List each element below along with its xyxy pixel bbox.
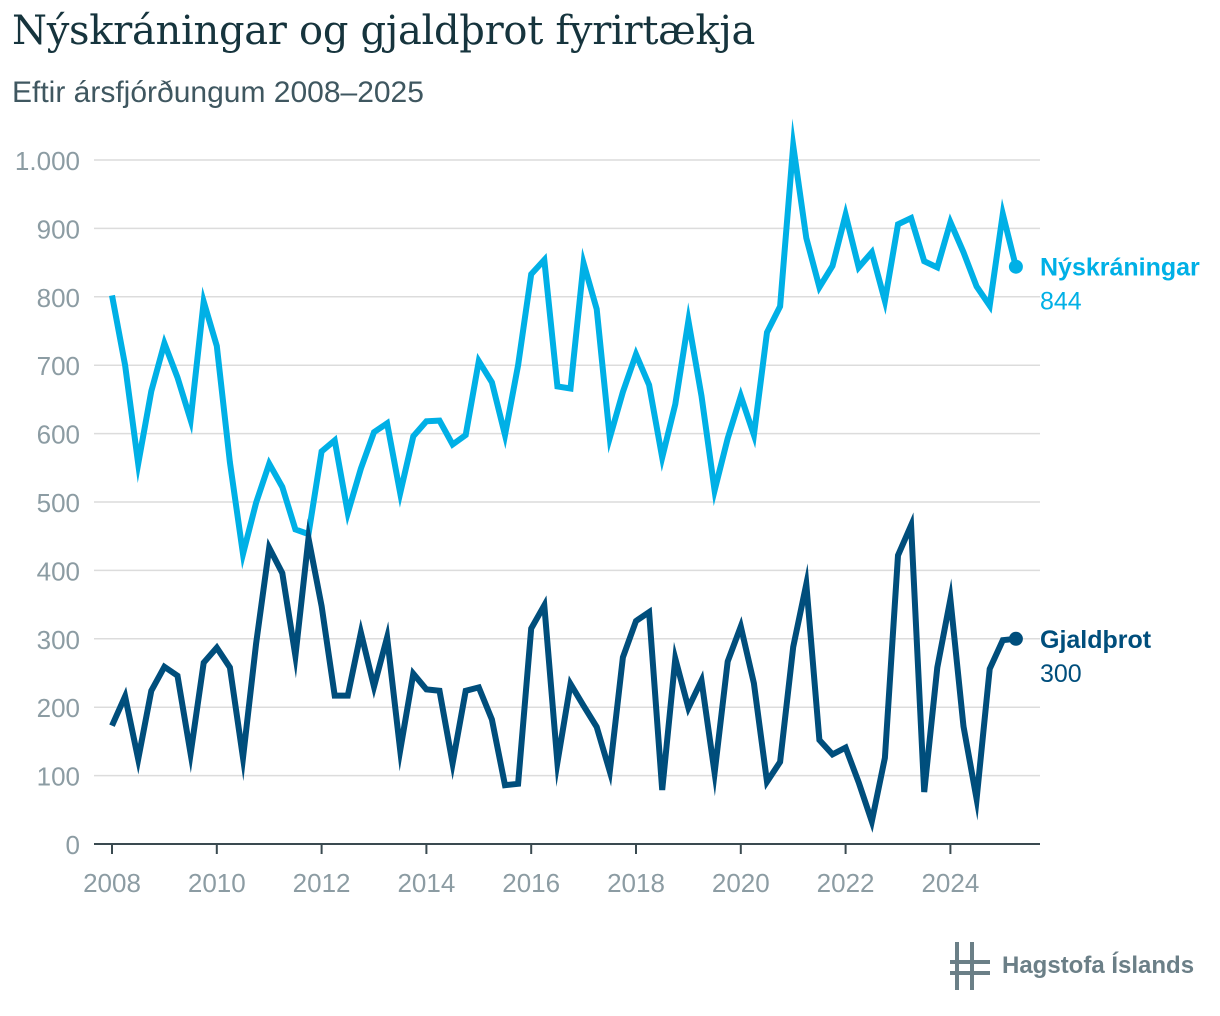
chart-title: Nýskráningar og gjaldþrot fyrirtækja: [12, 8, 755, 54]
y-tick-label: 700: [37, 351, 80, 381]
gridlines: [94, 159, 1040, 777]
x-tick-label: 2018: [607, 868, 665, 898]
y-tick-label: 300: [37, 625, 80, 655]
x-tick-label: 2012: [293, 868, 351, 898]
x-axis: 2008 2010 2012 2014 2016 2018 2020 2022 2024: [83, 843, 1040, 898]
x-tick-label: 2024: [921, 868, 979, 898]
y-tick-label: 100: [37, 762, 80, 792]
series-labels: Nýskráningar 844 Gjaldþrot 300: [1040, 254, 1200, 688]
series-value-gjaldthrot: 300: [1040, 660, 1082, 688]
y-tick-label: 1.000: [15, 146, 80, 176]
series-name-gjaldthrot: Gjaldþrot: [1040, 626, 1152, 654]
y-tick-label: 200: [37, 693, 80, 723]
hagstofa-logo-icon: [950, 942, 990, 990]
x-tick-label: 2020: [712, 868, 770, 898]
chart-subtitle: Eftir ársfjórðungum 2008–2025: [12, 76, 424, 109]
y-tick-label: 800: [37, 283, 80, 313]
y-tick-label: 600: [37, 420, 80, 450]
y-axis: 0 100 200 300 400 500 600 700 800 900 1.000: [15, 146, 80, 860]
end-point-gjaldthrot: [1008, 631, 1023, 646]
y-tick-label: 500: [37, 488, 80, 518]
series-line-nyskraningar: [109, 118, 1019, 570]
x-tick-label: 2016: [502, 868, 560, 898]
series-name-nyskraningar: Nýskráningar: [1040, 254, 1200, 282]
series-line-gjaldthrot: [109, 512, 1017, 833]
y-tick-label: 0: [66, 830, 80, 860]
x-tick-label: 2014: [397, 868, 455, 898]
series-value-nyskraningar: 844: [1040, 288, 1082, 316]
brand-logo: Hagstofa Íslands: [950, 940, 1194, 992]
x-tick-label: 2022: [817, 868, 875, 898]
y-tick-label: 400: [37, 556, 80, 586]
end-point-nyskraningar: [1008, 259, 1023, 274]
brand-name: Hagstofa Íslands: [1002, 952, 1195, 979]
x-tick-label: 2008: [83, 868, 141, 898]
x-tick-label: 2010: [188, 868, 246, 898]
series: [109, 118, 1023, 833]
y-tick-label: 900: [37, 214, 80, 244]
